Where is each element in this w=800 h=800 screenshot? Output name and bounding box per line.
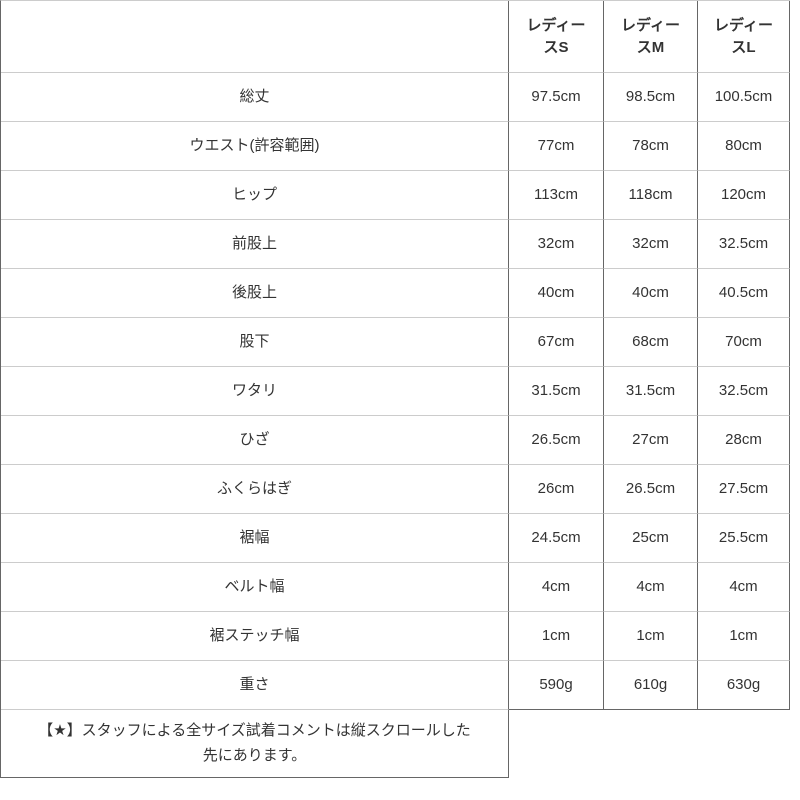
footnote-cell: 【★】スタッフによる全サイズ試着コメントは縦スクロールした先にあります。	[1, 710, 509, 778]
spec-value-cell: 31.5cm	[604, 367, 698, 416]
spec-value-cell: 590g	[509, 661, 604, 710]
spec-label-cell: ヒップ	[1, 171, 509, 220]
spec-value-cell: 1cm	[698, 612, 790, 661]
spec-value-cell: 97.5cm	[509, 73, 604, 122]
spec-label-cell: ワタリ	[1, 367, 509, 416]
spec-label-cell: 裾ステッチ幅	[1, 612, 509, 661]
spec-value-cell: 77cm	[509, 122, 604, 171]
spec-value-cell: 24.5cm	[509, 514, 604, 563]
spec-label-cell: 裾幅	[1, 514, 509, 563]
spec-label-cell: ひざ	[1, 416, 509, 465]
spec-value-cell: 25.5cm	[698, 514, 790, 563]
spec-value-cell: 40cm	[604, 269, 698, 318]
spec-value-cell: 27cm	[604, 416, 698, 465]
spec-value-cell: 40.5cm	[698, 269, 790, 318]
spec-value-cell: 25cm	[604, 514, 698, 563]
col-header-ladies-m: レディースM	[604, 1, 698, 73]
spec-value-cell: 120cm	[698, 171, 790, 220]
spec-value-cell: 4cm	[698, 563, 790, 612]
spec-value-cell: 113cm	[509, 171, 604, 220]
spec-label-cell: 総丈	[1, 73, 509, 122]
spec-value-cell: 80cm	[698, 122, 790, 171]
spec-value-cell: 610g	[604, 661, 698, 710]
spec-label-cell: 前股上	[1, 220, 509, 269]
spec-value-cell: 630g	[698, 661, 790, 710]
spec-value-cell: 32cm	[509, 220, 604, 269]
spec-label-cell: ウエスト(許容範囲)	[1, 122, 509, 171]
spec-value-cell: 26cm	[509, 465, 604, 514]
col-header-ladies-l: レディースL	[698, 1, 790, 73]
spec-value-cell: 28cm	[698, 416, 790, 465]
corner-cell	[1, 1, 509, 73]
size-table: レディースS レディースM レディースL 総丈 97.5cm 98.5cm 10…	[0, 0, 790, 778]
col-header-ladies-s: レディースS	[509, 1, 604, 73]
spec-value-cell: 4cm	[509, 563, 604, 612]
spec-value-cell: 67cm	[509, 318, 604, 367]
spec-label-cell: 股下	[1, 318, 509, 367]
spec-value-cell: 27.5cm	[698, 465, 790, 514]
spec-label-cell: ふくらはぎ	[1, 465, 509, 514]
spec-value-cell: 32.5cm	[698, 220, 790, 269]
spec-value-cell: 78cm	[604, 122, 698, 171]
spec-label-cell: ベルト幅	[1, 563, 509, 612]
spec-value-cell: 1cm	[604, 612, 698, 661]
spec-value-cell: 68cm	[604, 318, 698, 367]
spec-label-cell: 重さ	[1, 661, 509, 710]
spec-value-cell: 1cm	[509, 612, 604, 661]
spec-label-cell: 後股上	[1, 269, 509, 318]
spec-value-cell: 70cm	[698, 318, 790, 367]
spec-value-cell: 4cm	[604, 563, 698, 612]
spec-value-cell: 32cm	[604, 220, 698, 269]
spec-value-cell: 40cm	[509, 269, 604, 318]
spec-value-cell: 32.5cm	[698, 367, 790, 416]
spec-value-cell: 31.5cm	[509, 367, 604, 416]
spec-value-cell: 118cm	[604, 171, 698, 220]
spec-value-cell: 26.5cm	[509, 416, 604, 465]
spec-value-cell: 98.5cm	[604, 73, 698, 122]
spec-value-cell: 26.5cm	[604, 465, 698, 514]
spec-value-cell: 100.5cm	[698, 73, 790, 122]
